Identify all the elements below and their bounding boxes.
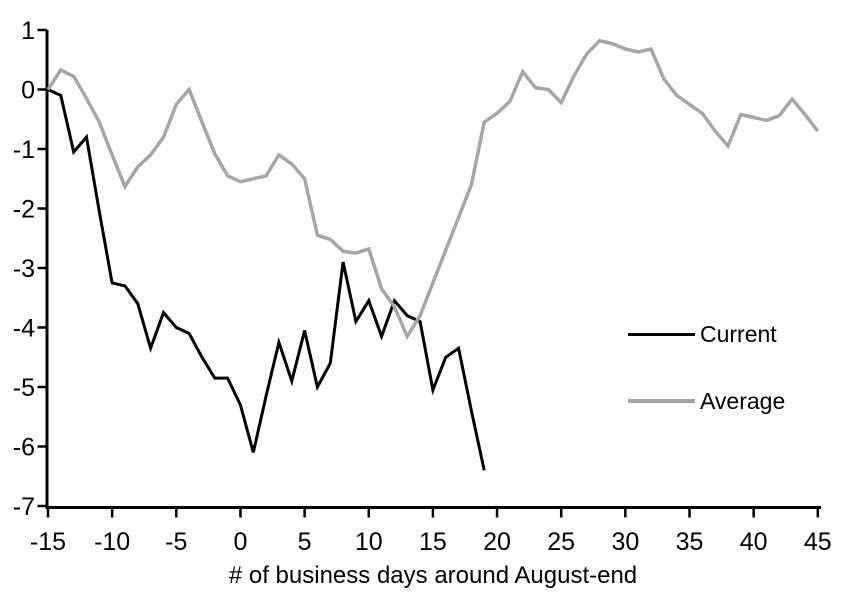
- current-line: [47, 88, 486, 471]
- x-tick-label: 30: [611, 528, 639, 556]
- y-tick-label: -3: [13, 255, 35, 283]
- average-line-swatch: [628, 399, 695, 403]
- y-tick-label: -1: [13, 136, 35, 164]
- legend-label-current: Current: [700, 320, 777, 347]
- x-tick-label: -15: [30, 528, 66, 556]
- x-tick-label: -10: [94, 528, 130, 556]
- current-line-swatch: [628, 332, 695, 336]
- x-tick-label: 10: [355, 528, 383, 556]
- legend-item-average: Average: [628, 387, 785, 415]
- y-tick-label: -4: [13, 315, 35, 343]
- x-tick-label: 5: [298, 528, 312, 556]
- legend-item-current: Current: [628, 320, 777, 348]
- y-tick-label: -5: [13, 374, 35, 402]
- y-tick-label: -6: [13, 434, 35, 462]
- legend-label-average: Average: [700, 387, 786, 414]
- y-tick-label: 1: [21, 17, 35, 45]
- x-tick-label: 40: [740, 528, 768, 556]
- x-tick-label: 25: [547, 528, 575, 556]
- x-tick-label: -5: [165, 528, 187, 556]
- x-axis-title: # of business days around August-end: [228, 562, 638, 589]
- y-tick-label: -7: [13, 493, 35, 521]
- y-tick-label: -2: [13, 196, 35, 224]
- x-tick-label: 15: [419, 528, 447, 556]
- x-tick-label: 35: [676, 528, 704, 556]
- average-line: [46, 38, 820, 341]
- x-tick-label: 0: [233, 528, 247, 556]
- x-tick-label: 45: [804, 528, 832, 556]
- x-tick-label: 20: [483, 528, 511, 556]
- y-tick-label: 0: [21, 77, 35, 105]
